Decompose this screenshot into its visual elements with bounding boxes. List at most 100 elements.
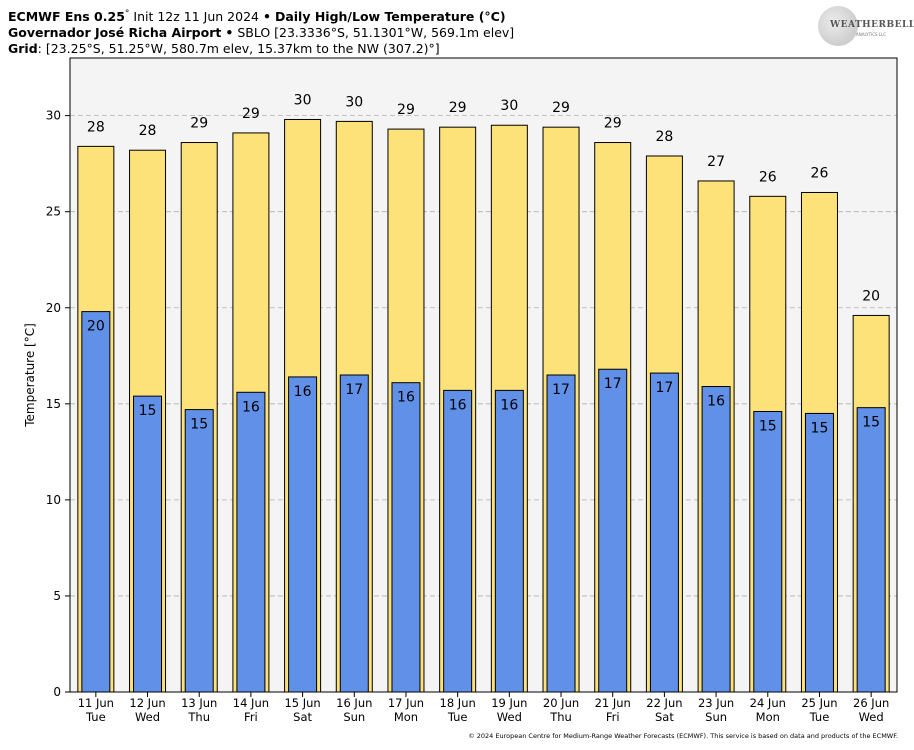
high-value-label: 26 [811, 165, 829, 181]
header-line-2: Governador José Richa Airport • SBLO [23… [8, 25, 514, 41]
low-bar [701, 386, 731, 693]
low-value-label: 15 [759, 419, 777, 435]
logo-text: WEATHERBELL [830, 20, 914, 30]
y-tick-label: 5 [53, 589, 61, 603]
low-value-label: 16 [707, 394, 725, 410]
y-tick-label: 0 [53, 685, 61, 699]
low-value-label: 15 [811, 420, 829, 436]
x-tick-date: 23 Jun [698, 696, 734, 710]
x-tick-date: 16 Jun [336, 696, 372, 710]
x-tick-date: 21 Jun [595, 696, 631, 710]
init-time: Init 12z 11 Jun 2024 [133, 9, 259, 25]
low-bar [339, 374, 369, 693]
x-tick-date: 12 Jun [129, 696, 165, 710]
low-bar [546, 374, 576, 693]
x-tick-date: 24 Jun [750, 696, 786, 710]
copyright-footer: © 2024 European Centre for Medium-Range … [468, 732, 898, 740]
high-value-label: 29 [604, 116, 622, 132]
header-line-1: ECMWF Ens 0.25° Init 12z 11 Jun 2024 • D… [8, 6, 514, 25]
low-value-label: 16 [294, 384, 312, 400]
low-bar [133, 395, 163, 693]
low-bar [856, 407, 886, 693]
plot-frame [69, 57, 898, 693]
x-tick-day: Fri [606, 710, 620, 724]
bullet-1: • [262, 9, 271, 25]
x-tick-day: Sat [655, 710, 674, 724]
product-title: Daily High/Low Temperature (°C) [274, 9, 506, 25]
y-tick-label: 30 [46, 109, 61, 123]
header-line-3: Grid: [23.25°S, 51.25°W, 580.7m elev, 15… [8, 41, 514, 57]
low-value-label: 15 [862, 415, 880, 431]
high-value-label: 29 [397, 102, 415, 118]
low-bar [804, 412, 834, 693]
x-tick-day: Thu [187, 710, 210, 724]
model-name: ECMWF Ens 0.25 [8, 9, 125, 25]
y-tick-label: 20 [46, 301, 61, 315]
degree-mark: ° [124, 9, 130, 19]
low-bar [649, 372, 679, 693]
low-bar [443, 389, 473, 693]
low-value-label: 16 [500, 397, 518, 413]
low-value-label: 20 [87, 319, 105, 335]
low-bar [391, 382, 421, 693]
x-tick-day: Sun [705, 710, 727, 724]
low-value-label: 16 [242, 399, 260, 415]
x-tick-date: 17 Jun [388, 696, 424, 710]
low-value-label: 15 [190, 417, 208, 433]
low-bar [753, 411, 783, 693]
x-tick-day: Wed [135, 710, 160, 724]
high-value-label: 28 [655, 129, 673, 145]
x-tick-date: 14 Jun [233, 696, 269, 710]
x-tick-date: 20 Jun [543, 696, 579, 710]
low-bar [598, 368, 628, 693]
low-value-label: 17 [655, 380, 673, 396]
logo-globe-icon [818, 6, 858, 46]
x-tick-day: Tue [447, 710, 468, 724]
high-value-label: 30 [294, 92, 312, 108]
high-value-label: 27 [707, 154, 725, 170]
x-tick-date: 11 Jun [78, 696, 114, 710]
high-value-label: 26 [759, 169, 777, 185]
low-value-label: 17 [345, 382, 363, 398]
location-name: Governador José Richa Airport [8, 25, 222, 41]
low-bar [184, 409, 214, 693]
x-tick-date: 18 Jun [440, 696, 476, 710]
x-tick-day: Sun [343, 710, 365, 724]
y-tick-label: 25 [46, 205, 61, 219]
high-value-label: 28 [87, 119, 105, 135]
x-tick-day: Tue [809, 710, 830, 724]
x-tick-day: Fri [244, 710, 258, 724]
low-value-label: 16 [449, 397, 467, 413]
low-bar [494, 389, 524, 693]
x-tick-date: 22 Jun [646, 696, 682, 710]
x-tick-day: Wed [859, 710, 884, 724]
high-value-label: 30 [500, 98, 518, 114]
x-tick-date: 19 Jun [491, 696, 527, 710]
chart-header: ECMWF Ens 0.25° Init 12z 11 Jun 2024 • D… [8, 6, 514, 57]
high-value-label: 28 [139, 123, 157, 139]
y-axis-label: Temperature [°C] [23, 323, 37, 428]
high-value-label: 29 [552, 100, 570, 116]
high-value-label: 29 [449, 100, 467, 116]
low-value-label: 15 [139, 403, 157, 419]
x-tick-day: Tue [85, 710, 106, 724]
high-value-label: 29 [242, 106, 260, 122]
low-bar [288, 376, 318, 693]
x-tick-day: Wed [497, 710, 522, 724]
grid-label: Grid [8, 41, 38, 57]
x-tick-date: 13 Jun [181, 696, 217, 710]
logo-subtext: ANALYTICS LLC [856, 32, 887, 37]
grid-info: : [23.25°S, 51.25°W, 580.7m elev, 15.37k… [37, 41, 440, 57]
x-tick-day: Sat [293, 710, 312, 724]
bullet-2: • [225, 25, 234, 41]
low-value-label: 16 [397, 390, 415, 406]
x-tick-date: 25 Jun [801, 696, 837, 710]
x-tick-date: 15 Jun [284, 696, 320, 710]
x-tick-day: Thu [549, 710, 572, 724]
low-bar [81, 311, 111, 693]
high-value-label: 30 [345, 94, 363, 110]
low-value-label: 17 [552, 382, 570, 398]
x-tick-date: 26 Jun [853, 696, 889, 710]
low-bar [236, 391, 266, 693]
